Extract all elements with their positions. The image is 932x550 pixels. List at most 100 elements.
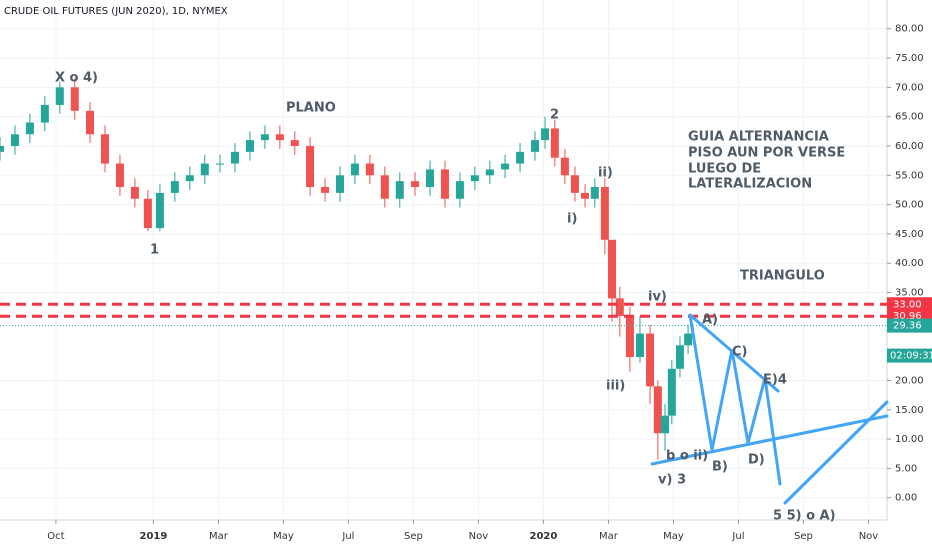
candle-body (440, 169, 449, 199)
candle-body (615, 298, 624, 316)
y-tick-label: 40.00 (895, 258, 924, 269)
candle-body (608, 239, 617, 299)
annotation: 1 (150, 243, 159, 258)
candle-body (646, 333, 655, 387)
candle-body (86, 110, 95, 135)
price-tag-label: 29.36 (893, 321, 922, 332)
candle-body (516, 151, 525, 164)
y-tick-label: 65.00 (895, 112, 924, 123)
candle-body (635, 333, 644, 358)
candle-body (395, 181, 404, 199)
annotation: v) 3 (658, 473, 686, 488)
x-tick-label: Jul (731, 531, 744, 542)
annotation: PLANO (286, 101, 336, 116)
annotation: iv) (648, 290, 667, 305)
triangle-lower-line (650, 414, 889, 466)
y-tick-label: 55.00 (895, 170, 924, 181)
candle-body (335, 175, 344, 193)
candle-body (501, 163, 510, 170)
y-tick-label: 60.00 (895, 141, 924, 152)
candle-body (130, 187, 139, 199)
candle-body (143, 198, 152, 229)
annotation: TRIANGULO (740, 269, 825, 284)
annotation: LUEGO DE (688, 162, 761, 177)
y-tick-label: 0.00 (895, 493, 917, 504)
candle-body (115, 163, 124, 188)
candle-body (590, 187, 599, 199)
annotation: X o 4) (55, 71, 98, 86)
candle-body (55, 87, 64, 105)
candle-body (185, 175, 194, 182)
candle-body (200, 163, 209, 176)
candle-body (0, 145, 4, 152)
candle-body (560, 157, 569, 176)
y-tick-label: 35.00 (895, 288, 924, 299)
x-tick-label: 2019 (139, 531, 167, 542)
y-tick-label: 10.00 (895, 434, 924, 445)
candle-body (541, 128, 550, 141)
countdown-tag (887, 348, 932, 363)
candle-body (550, 128, 559, 158)
candle-body (321, 187, 330, 193)
candle-body (653, 386, 662, 434)
x-tick-label: May (273, 531, 294, 542)
candle-body (684, 333, 693, 346)
annotation: GUIA ALTERNANCIA (688, 130, 829, 145)
candle-body (306, 145, 315, 188)
x-tick-label: 2020 (530, 531, 558, 542)
annotation: PISO AUN POR VERSE (688, 146, 845, 161)
annotation: i) (567, 212, 577, 227)
x-tick-label: Jul (341, 531, 354, 542)
y-tick-label: 15.00 (895, 405, 924, 416)
candle-body (275, 134, 284, 141)
candle-body (455, 181, 464, 199)
candle-body (365, 163, 374, 176)
y-tick-label: 20.00 (895, 375, 924, 386)
annotation: 5 5) o A) (773, 509, 836, 524)
x-tick-label: Mar (599, 531, 619, 542)
wave-zigzag (688, 313, 782, 486)
candle-body (40, 104, 49, 123)
candle-body (10, 134, 19, 146)
candle-body (600, 187, 609, 240)
candle-body (350, 163, 359, 176)
candle-body (667, 368, 676, 416)
chart-title: CRUDE OIL FUTURES (JUN 2020), 1D, NYMEX (4, 6, 228, 17)
candle-body (216, 163, 225, 165)
candle-body (570, 175, 579, 193)
annotation: b o ii) (666, 449, 708, 464)
candle-body (581, 192, 590, 199)
candle-body (661, 415, 670, 434)
candle-body (530, 140, 539, 152)
candle-body (485, 169, 494, 176)
annotation: 2 (550, 108, 559, 123)
candle-body (230, 151, 239, 164)
annotation: D) (748, 453, 765, 468)
x-tick-label: May (663, 531, 684, 542)
drawings (650, 313, 889, 505)
countdown-label: 02:09:31 (890, 351, 932, 362)
price-tag-label: 30.96 (893, 311, 922, 322)
candle-body (625, 315, 634, 358)
x-tick-label: Nov (859, 531, 879, 542)
candle-body (100, 134, 109, 164)
annotation: iii) (606, 379, 625, 394)
candle-body (155, 192, 164, 229)
candle-body (290, 140, 299, 146)
candle-body (411, 181, 420, 188)
x-tick-label: Sep (404, 531, 423, 542)
x-tick-label: Mar (209, 531, 229, 542)
candle-body (170, 181, 179, 193)
annotation: ii) (598, 166, 613, 181)
x-tick-label: Oct (47, 531, 64, 542)
candle-body (260, 134, 269, 141)
y-tick-label: 50.00 (895, 200, 924, 211)
x-tick-label: Nov (469, 531, 489, 542)
annotation: E)4 (763, 373, 787, 388)
y-tick-label: 75.00 (895, 53, 924, 64)
y-tick-label: 80.00 (895, 24, 924, 35)
annotation: C) (732, 345, 747, 360)
candle-body (470, 175, 479, 182)
annotation: A) (702, 313, 718, 328)
